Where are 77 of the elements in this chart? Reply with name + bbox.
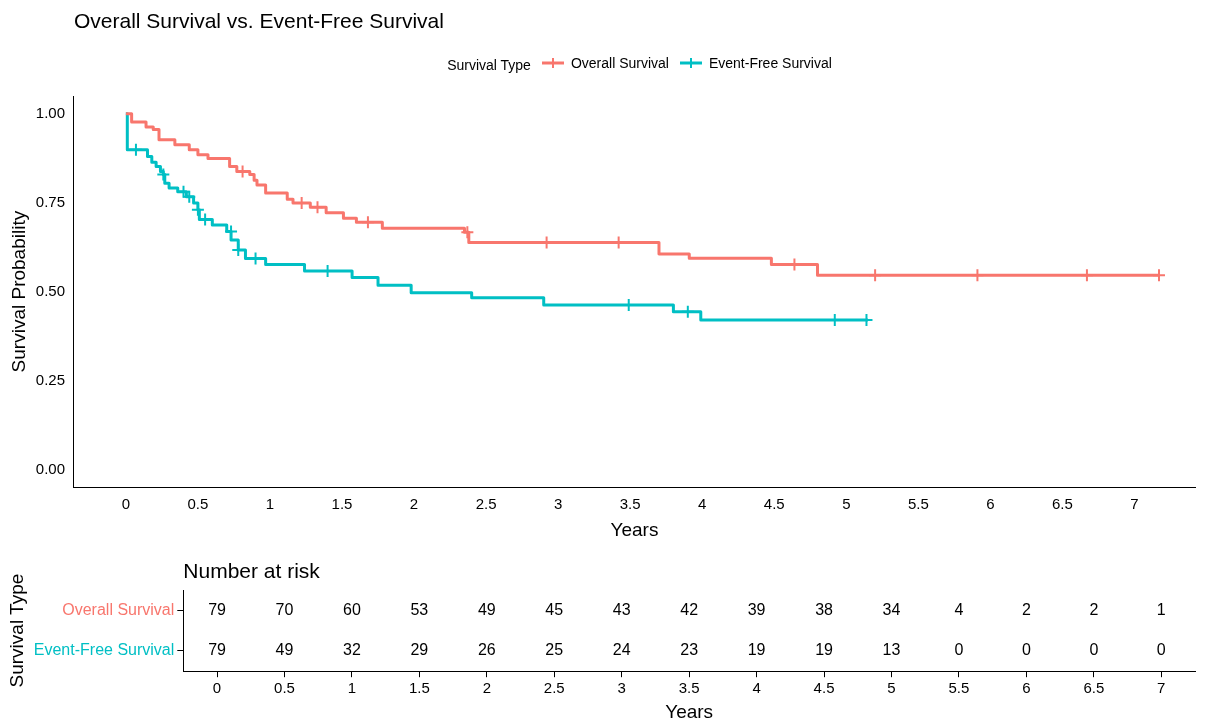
data-label: 0	[1156, 641, 1166, 659]
y-tick-label: 0.75	[35, 192, 65, 210]
x-tick-label: 4.5	[813, 679, 835, 697]
x-tick-label: 5.5	[907, 495, 929, 513]
x-tick-label: 7	[1130, 495, 1139, 513]
data-label: 70	[275, 600, 294, 618]
x-tick-label: 0	[212, 679, 222, 697]
x-tick-label: 3	[617, 679, 626, 697]
data-label: 49	[275, 641, 294, 659]
x-tick-label: 5.5	[948, 679, 970, 697]
x-tick-label: 4	[752, 679, 761, 697]
x-tick-label: 2.5	[543, 679, 565, 697]
x-tick-label: 4	[698, 495, 707, 513]
data-label: 0	[1089, 641, 1099, 659]
data-label: 23	[680, 641, 699, 659]
x-tick-label: 2.5	[475, 495, 497, 513]
data-label: 2	[1021, 600, 1031, 618]
y-tick-label: 1.00	[35, 103, 65, 121]
data-label: 79	[208, 600, 227, 618]
x-tick-label: 3	[553, 495, 563, 513]
x-axis-title: Years	[610, 518, 659, 540]
data-label: 25	[545, 641, 564, 659]
data-label: 26	[477, 641, 496, 659]
data-label: 38	[815, 600, 834, 618]
y-tick-label: 0.00	[35, 459, 65, 477]
data-label: 79	[208, 641, 227, 659]
data-label: 34	[882, 600, 901, 618]
x-tick-label: 1	[347, 679, 357, 697]
data-label: 0	[1021, 641, 1031, 659]
point	[156, 167, 171, 182]
y-axis-title: Survival Type	[5, 573, 27, 688]
data-label: 45	[545, 600, 564, 618]
y-tick-label: 0.50	[35, 281, 65, 299]
y-tick-label: 0.25	[35, 370, 65, 388]
x-tick-label: 5	[842, 495, 851, 513]
x-tick-label: 0.5	[187, 495, 209, 513]
point	[460, 225, 475, 240]
x-tick-label: 2	[482, 679, 491, 697]
data-label: 24	[612, 641, 631, 659]
data-label: 42	[680, 600, 699, 618]
data-label: 39	[747, 600, 766, 618]
x-tick-label: 6.5	[1083, 679, 1105, 697]
x-tick-label: 1.5	[331, 495, 353, 513]
x-tick-label: 1.5	[408, 679, 430, 697]
x-tick-label: 3.5	[678, 679, 700, 697]
data-label: 32	[343, 641, 361, 659]
data-label: 0	[954, 641, 964, 659]
data-label: 29	[410, 641, 429, 659]
legend-label: Event-Free Survival	[708, 55, 832, 71]
y-tick-label: Event-Free Survival	[33, 641, 175, 659]
data-label: 49	[477, 600, 496, 618]
legend-title: Survival Type	[447, 57, 531, 73]
x-tick-label: 7	[1157, 679, 1166, 697]
y-axis-title: Survival Probability	[7, 210, 29, 373]
x-tick-label: 2	[409, 495, 419, 513]
x-tick-label: 6.5	[1052, 495, 1073, 513]
data-label: 1	[1156, 600, 1166, 618]
data-label: 60	[343, 600, 361, 618]
x-tick-label: 5	[887, 679, 896, 697]
chart-title: Overall Survival vs. Event-Free Survival	[73, 9, 444, 32]
x-tick-label: 3.5	[619, 495, 641, 513]
data-label: 19	[815, 641, 834, 659]
x-tick-label: 6	[1022, 679, 1031, 697]
x-tick-label: 1	[265, 495, 275, 513]
data-label: 13	[882, 641, 901, 659]
x-tick-label: 6	[986, 495, 995, 513]
data-label: 2	[1089, 600, 1099, 618]
legend-label: Overall Survival	[570, 55, 669, 71]
data-label: 43	[612, 600, 631, 618]
data-label: 4	[954, 600, 964, 618]
chart-title: Number at risk	[183, 559, 321, 582]
data-label: 19	[747, 641, 766, 659]
x-tick-label: 0	[121, 495, 131, 513]
x-tick-label: 4.5	[763, 495, 785, 513]
data-label: 53	[410, 600, 429, 618]
x-axis-title: Years	[665, 700, 714, 722]
x-tick-label: 0.5	[274, 679, 295, 697]
